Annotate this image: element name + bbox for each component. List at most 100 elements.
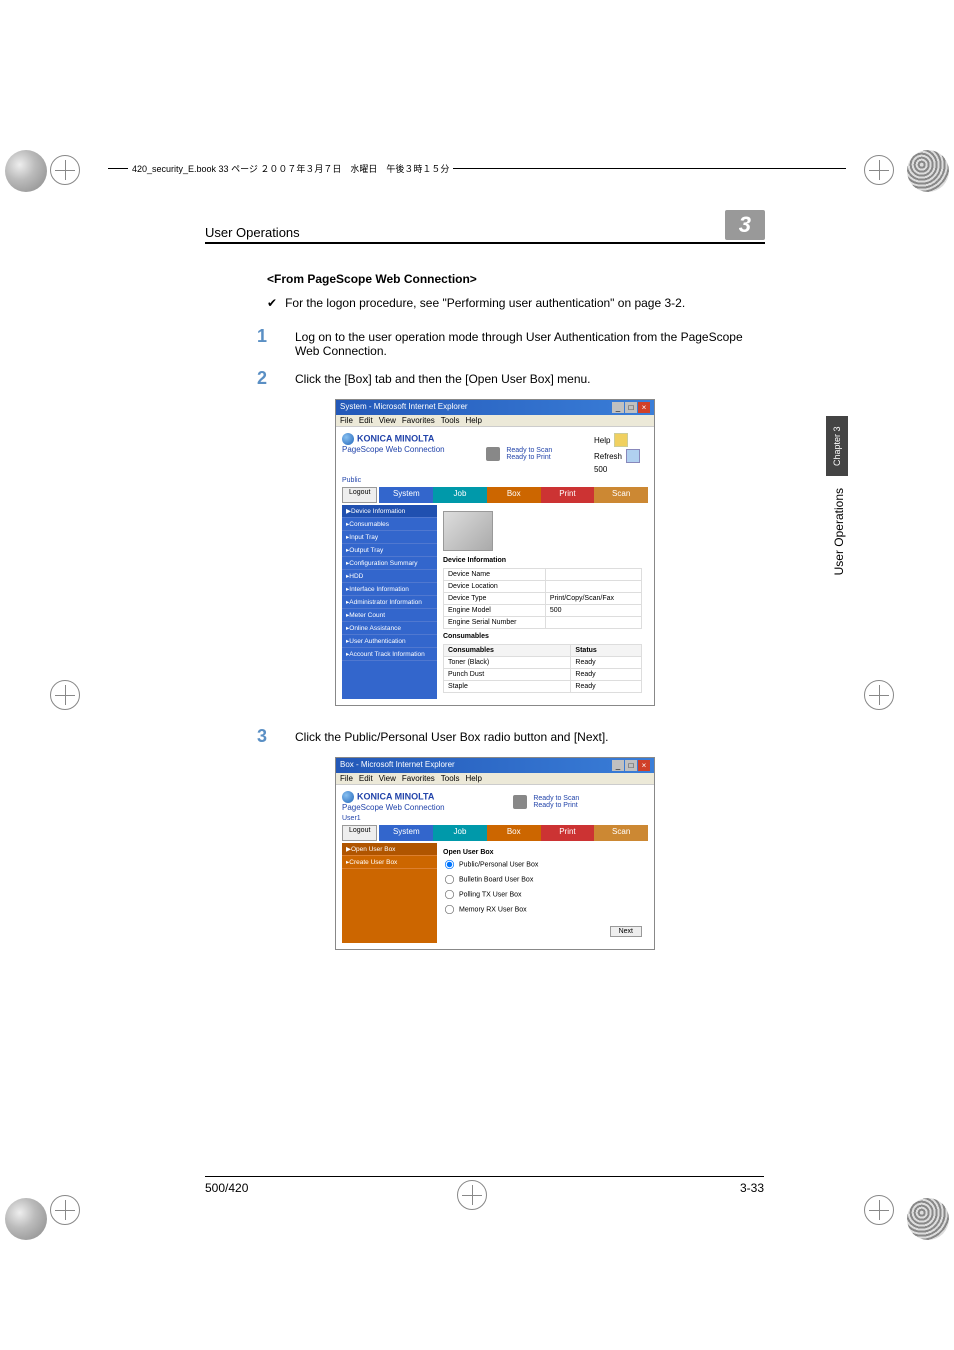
status-print: Ready to Print bbox=[533, 802, 579, 809]
menu-favorites[interactable]: Favorites bbox=[402, 416, 435, 425]
sidebar-item[interactable]: ▸HDD bbox=[342, 570, 437, 583]
menu-edit[interactable]: Edit bbox=[359, 774, 373, 783]
menu-view[interactable]: View bbox=[379, 416, 396, 425]
heading-pagescope: <From PageScope Web Connection> bbox=[267, 272, 765, 286]
chapter-tab: Chapter 3 bbox=[826, 416, 848, 476]
screenshot-system: System - Microsoft Internet Explorer _□×… bbox=[335, 399, 655, 706]
status-scan: Ready to Scan bbox=[533, 795, 579, 802]
corner-decoration bbox=[5, 1198, 47, 1240]
device-image bbox=[443, 511, 493, 551]
ie-titlebar: System - Microsoft Internet Explorer _□× bbox=[336, 400, 654, 415]
sidebar-box: ▶Open User Box ▸Create User Box bbox=[342, 843, 437, 943]
tab-system[interactable]: System bbox=[379, 825, 433, 841]
side-label: User Operations bbox=[832, 488, 846, 575]
step-1: 1 Log on to the user operation mode thro… bbox=[257, 326, 765, 358]
menu-tools[interactable]: Tools bbox=[441, 416, 460, 425]
tab-print[interactable]: Print bbox=[541, 825, 595, 841]
refresh-icon[interactable] bbox=[626, 449, 640, 463]
registration-mark bbox=[864, 680, 904, 720]
footer-right: 3-33 bbox=[740, 1181, 764, 1195]
chapter-number: 3 bbox=[725, 210, 765, 240]
open-box-heading: Open User Box bbox=[443, 849, 642, 856]
sidebar-system: ▶Device Information ▸Consumables ▸Input … bbox=[342, 505, 437, 699]
brand-logo: KONICA MINOLTA bbox=[342, 791, 445, 803]
corner-decoration bbox=[907, 1198, 949, 1240]
help-link[interactable]: Help bbox=[594, 436, 610, 445]
registration-mark bbox=[50, 155, 90, 195]
tab-job[interactable]: Job bbox=[433, 487, 487, 503]
radio-memory[interactable]: Memory RX User Box bbox=[443, 903, 642, 916]
ie-menubar[interactable]: File Edit View Favorites Tools Help bbox=[336, 415, 654, 427]
step-text: Click the Public/Personal User Box radio… bbox=[295, 726, 609, 747]
registration-mark bbox=[50, 1195, 90, 1235]
radio-list: Public/Personal User Box Bulletin Board … bbox=[443, 858, 642, 916]
sidebar-item[interactable]: ▸Output Tray bbox=[342, 544, 437, 557]
main-panel: Device Information Device Name Device Lo… bbox=[437, 505, 648, 699]
menu-edit[interactable]: Edit bbox=[359, 416, 373, 425]
printer-icon bbox=[513, 795, 527, 809]
window-buttons[interactable]: _□× bbox=[611, 760, 650, 771]
step-number: 3 bbox=[257, 726, 295, 747]
step-number: 2 bbox=[257, 368, 295, 389]
brand-subtitle: PageScope Web Connection bbox=[342, 803, 445, 812]
tab-box[interactable]: Box bbox=[487, 825, 541, 841]
tab-box[interactable]: Box bbox=[487, 487, 541, 503]
sidebar-item[interactable]: ▸Administrator Information bbox=[342, 596, 437, 609]
check-item: ✔ For the logon procedure, see "Performi… bbox=[267, 296, 765, 310]
window-buttons[interactable]: _□× bbox=[611, 402, 650, 413]
radio-bulletin[interactable]: Bulletin Board User Box bbox=[443, 873, 642, 886]
brand-subtitle: PageScope Web Connection bbox=[342, 445, 445, 454]
corner-decoration bbox=[907, 150, 949, 192]
menu-view[interactable]: View bbox=[379, 774, 396, 783]
logout-button[interactable]: Logout bbox=[342, 487, 377, 503]
window-title: System - Microsoft Internet Explorer bbox=[340, 402, 468, 413]
tab-job[interactable]: Job bbox=[433, 825, 487, 841]
ie-menubar[interactable]: File Edit View Favorites Tools Help bbox=[336, 773, 654, 785]
menu-favorites[interactable]: Favorites bbox=[402, 774, 435, 783]
sidebar-item[interactable]: ▶Device Information bbox=[342, 505, 437, 518]
sidebar-item[interactable]: ▸User Authentication bbox=[342, 635, 437, 648]
user-label: User1 bbox=[342, 815, 648, 822]
radio-polling[interactable]: Polling TX User Box bbox=[443, 888, 642, 901]
model-number: 500 bbox=[594, 465, 648, 474]
menu-file[interactable]: File bbox=[340, 416, 353, 425]
check-text: For the logon procedure, see "Performing… bbox=[285, 296, 685, 310]
sidebar-item[interactable]: ▸Account Track Information bbox=[342, 648, 437, 661]
tab-print[interactable]: Print bbox=[541, 487, 595, 503]
device-info-table: Device Name Device Location Device TypeP… bbox=[443, 568, 642, 629]
consumables-heading: Consumables bbox=[443, 633, 642, 640]
screenshot-box: Box - Microsoft Internet Explorer _□× Fi… bbox=[335, 757, 655, 950]
tab-system[interactable]: System bbox=[379, 487, 433, 503]
sidebar-item-open[interactable]: ▶Open User Box bbox=[342, 843, 437, 856]
sidebar-item[interactable]: ▸Configuration Summary bbox=[342, 557, 437, 570]
check-icon: ✔ bbox=[267, 296, 277, 310]
tab-scan[interactable]: Scan bbox=[594, 487, 648, 503]
registration-mark bbox=[50, 680, 90, 720]
brand-logo: KONICA MINOLTA bbox=[342, 433, 445, 445]
menu-help[interactable]: Help bbox=[465, 774, 481, 783]
header-meta: 420_security_E.book 33 ページ ２００７年３月７日 水曜日… bbox=[128, 162, 453, 175]
status-icons: Ready to Scan Ready to Print bbox=[513, 791, 579, 812]
sidebar-item[interactable]: ▸Meter Count bbox=[342, 609, 437, 622]
registration-mark bbox=[864, 1195, 904, 1235]
step-3: 3 Click the Public/Personal User Box rad… bbox=[257, 726, 765, 747]
sidebar-item[interactable]: ▸Input Tray bbox=[342, 531, 437, 544]
status-scan: Ready to Scan bbox=[506, 447, 552, 454]
menu-help[interactable]: Help bbox=[465, 416, 481, 425]
next-button[interactable]: Next bbox=[610, 926, 642, 937]
status-icons: Ready to Scan Ready to Print bbox=[486, 433, 552, 474]
help-icon[interactable] bbox=[614, 433, 628, 447]
sidebar-item[interactable]: ▸Online Assistance bbox=[342, 622, 437, 635]
step-text: Click the [Box] tab and then the [Open U… bbox=[295, 368, 591, 389]
sidebar-item-create[interactable]: ▸Create User Box bbox=[342, 856, 437, 869]
status-print: Ready to Print bbox=[506, 454, 552, 461]
refresh-link[interactable]: Refresh bbox=[594, 452, 622, 461]
sidebar-item[interactable]: ▸Consumables bbox=[342, 518, 437, 531]
menu-tools[interactable]: Tools bbox=[441, 774, 460, 783]
sidebar-item[interactable]: ▸Interface Information bbox=[342, 583, 437, 596]
radio-public[interactable]: Public/Personal User Box bbox=[443, 858, 642, 871]
logout-button[interactable]: Logout bbox=[342, 825, 377, 841]
menu-file[interactable]: File bbox=[340, 774, 353, 783]
window-title: Box - Microsoft Internet Explorer bbox=[340, 760, 455, 771]
tab-scan[interactable]: Scan bbox=[594, 825, 648, 841]
